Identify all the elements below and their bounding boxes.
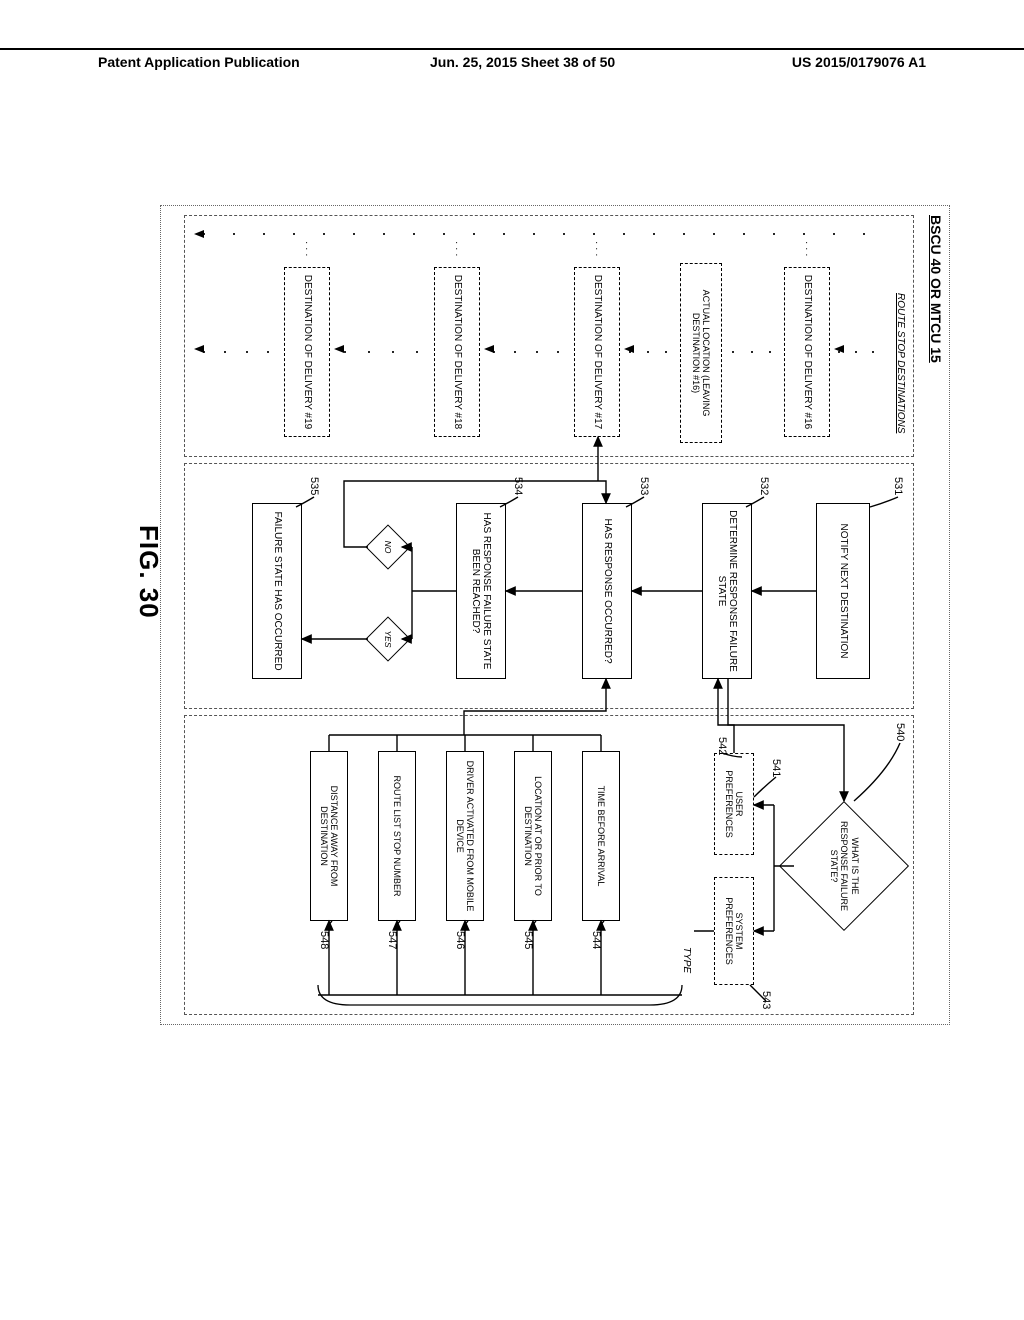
figure-canvas: BSCU 40 OR MTCU 15 ROUTE STOP DESTINATIO… xyxy=(160,205,950,1025)
header-center: Jun. 25, 2015 Sheet 38 of 50 xyxy=(430,54,615,70)
header-left: Patent Application Publication xyxy=(98,54,300,70)
header-right: US 2015/0179076 A1 xyxy=(792,54,926,70)
figure-caption: FIG. 30 xyxy=(133,525,164,619)
edges-overlay xyxy=(160,205,950,1025)
page-header: Patent Application Publication Jun. 25, … xyxy=(0,48,1024,54)
